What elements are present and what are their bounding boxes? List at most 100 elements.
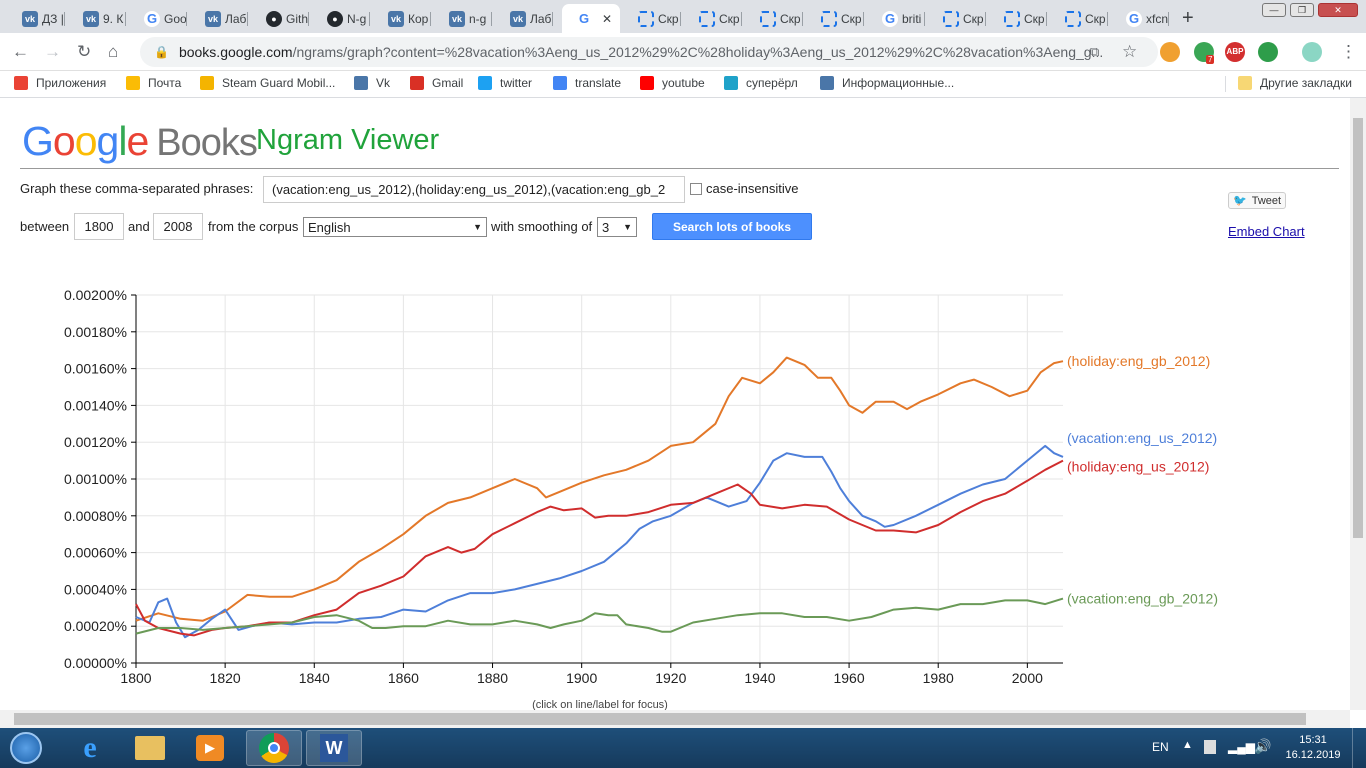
minimize-window-button[interactable]: — (1262, 3, 1286, 17)
bookmark-item[interactable]: Vk (354, 76, 390, 90)
browser-tab[interactable]: vk Лаб (496, 4, 553, 33)
series-line[interactable] (135, 597, 1064, 635)
other-bookmarks[interactable]: Другие закладки (1238, 76, 1352, 90)
reload-icon[interactable]: ↻ (77, 42, 92, 61)
vk-icon: vk (510, 10, 526, 27)
network-icon[interactable]: ▂▄▆ (1228, 740, 1255, 754)
browser-tab[interactable]: vk 9. К (69, 4, 126, 33)
bookmark-item[interactable]: twitter (478, 76, 532, 90)
browser-tab[interactable]: vk Лаб (191, 4, 248, 33)
bookmark-item[interactable]: Gmail (410, 76, 463, 90)
series-label[interactable]: (vacation:eng_us_2012) (1067, 430, 1217, 446)
search-books-button[interactable]: Search lots of books (652, 213, 812, 240)
back-icon[interactable]: ← (12, 42, 29, 61)
case-insensitive-checkbox[interactable] (690, 183, 702, 195)
home-icon[interactable]: ⌂ (108, 42, 119, 61)
close-window-button[interactable]: ✕ (1318, 3, 1358, 17)
bookmark-label: Информационные... (842, 76, 955, 90)
system-clock[interactable]: 15:31 16.12.2019 (1280, 733, 1346, 763)
embed-chart-link[interactable]: Embed Chart (1228, 224, 1305, 239)
tab-label: Скр (841, 11, 862, 26)
volume-icon[interactable]: 🔊 (1254, 738, 1272, 754)
bookmark-icon (126, 76, 140, 90)
browser-tab[interactable]: Скр (929, 4, 986, 33)
bookmark-item[interactable]: суперёрл (724, 76, 798, 90)
forward-icon[interactable]: → (44, 42, 61, 61)
vertical-scroll-thumb[interactable] (1353, 118, 1363, 538)
bookmark-item[interactable]: translate (553, 76, 621, 90)
url-path: /ngrams/graph?content=%28vacation%3Aeng_… (292, 44, 1104, 60)
y-tick-label: 0.00140% (64, 397, 127, 413)
vertical-scrollbar[interactable] (1350, 98, 1366, 710)
series-label[interactable]: (holiday:eng_us_2012) (1067, 459, 1209, 475)
browser-tab[interactable]: Скр (685, 4, 742, 33)
browser-tab[interactable]: Скр (1051, 4, 1108, 33)
browser-tab[interactable]: vk ДЗ | (8, 4, 65, 33)
browser-tab[interactable]: vk n-g (435, 4, 492, 33)
tab-label: Лаб (530, 11, 552, 26)
language-indicator[interactable]: EN (1152, 740, 1169, 754)
bookmark-item[interactable]: Steam Guard Mobil... (200, 76, 335, 90)
series-line[interactable] (135, 444, 1064, 639)
maximize-window-button[interactable]: ❐ (1290, 3, 1314, 17)
lock-icon: 🔒 (154, 45, 169, 59)
series-label[interactable]: (holiday:eng_gb_2012) (1067, 353, 1210, 369)
series-line[interactable] (135, 459, 1064, 637)
browser-tab[interactable]: Скр (807, 4, 864, 33)
bookmark-item[interactable]: Информационные... (820, 76, 954, 90)
taskbar-chrome[interactable] (246, 730, 302, 766)
horizontal-scrollbar[interactable] (0, 710, 1350, 728)
taskbar-ie[interactable]: e (62, 730, 118, 766)
browser-tab[interactable]: G Goo (130, 4, 187, 33)
menu-icon[interactable]: ⋮ (1340, 42, 1357, 61)
taskbar-media-player[interactable]: ▶ (182, 730, 238, 766)
shield-extension-icon[interactable] (1258, 42, 1278, 62)
ngram-chart[interactable]: 0.00000% 0.00020% 0.00040% 0.00060% 0.00080%… (0, 278, 1350, 710)
profile-avatar[interactable] (1302, 42, 1322, 62)
tab-active[interactable]: G ✕ (562, 4, 620, 33)
translate-icon[interactable]: ⧉ (1090, 44, 1100, 59)
series-label[interactable]: (vacation:eng_gb_2012) (1067, 591, 1218, 607)
tray-app-icon[interactable] (1204, 740, 1216, 754)
taskbar-explorer[interactable] (122, 730, 178, 766)
omnibox[interactable]: 🔒 books.google.com/ngrams/graph?content=… (140, 37, 1158, 67)
browser-tab[interactable]: Скр (624, 4, 681, 33)
browser-tab[interactable]: ● Gith (252, 4, 309, 33)
corpus-select[interactable]: English ▼ (303, 217, 487, 237)
year-end-input[interactable]: 2008 (153, 213, 203, 240)
close-tab-icon[interactable]: ✕ (602, 11, 613, 26)
phrases-input[interactable]: (vacation:eng_us_2012),(holiday:eng_us_2… (263, 176, 685, 203)
url-host: books.google.com (178, 44, 293, 60)
bookmark-icon (724, 76, 738, 90)
browser-tab[interactable]: vk Кор (374, 4, 431, 33)
show-desktop-button[interactable] (1352, 728, 1366, 768)
bookmark-item[interactable]: youtube (640, 76, 705, 90)
tab-label: n-g (469, 11, 487, 26)
year-start-input[interactable]: 1800 (74, 213, 124, 240)
case-insensitive-label: case-insensitive (706, 181, 799, 196)
bookmark-icon (354, 76, 368, 90)
extension-icon[interactable] (1160, 42, 1180, 62)
tweet-button[interactable]: 🐦 Tweet (1228, 192, 1286, 209)
series-line[interactable] (135, 356, 1064, 622)
new-tab-button[interactable]: + (1182, 7, 1194, 29)
bookmark-star-icon[interactable]: ☆ (1122, 42, 1138, 61)
tray-expand-icon[interactable]: ▲ (1182, 739, 1193, 751)
browser-tab[interactable]: ● N-g (313, 4, 370, 33)
horizontal-scroll-thumb[interactable] (14, 713, 1306, 725)
windows-logo-icon (10, 732, 42, 764)
adblock-icon[interactable]: ABP (1225, 42, 1245, 62)
bookmark-icon (410, 76, 424, 90)
start-button[interactable] (0, 730, 52, 766)
google-icon: G (576, 10, 592, 27)
browser-tab[interactable]: Скр (990, 4, 1047, 33)
and-label: and (128, 219, 150, 234)
taskbar-word[interactable]: W (306, 730, 362, 766)
browser-tab[interactable]: Скр (746, 4, 803, 33)
bookmark-item[interactable]: Почта (126, 76, 181, 90)
smoothing-select[interactable]: 3 ▼ (597, 217, 637, 237)
tab-label: briti (902, 11, 922, 26)
bookmark-item[interactable]: Приложения (14, 76, 106, 90)
